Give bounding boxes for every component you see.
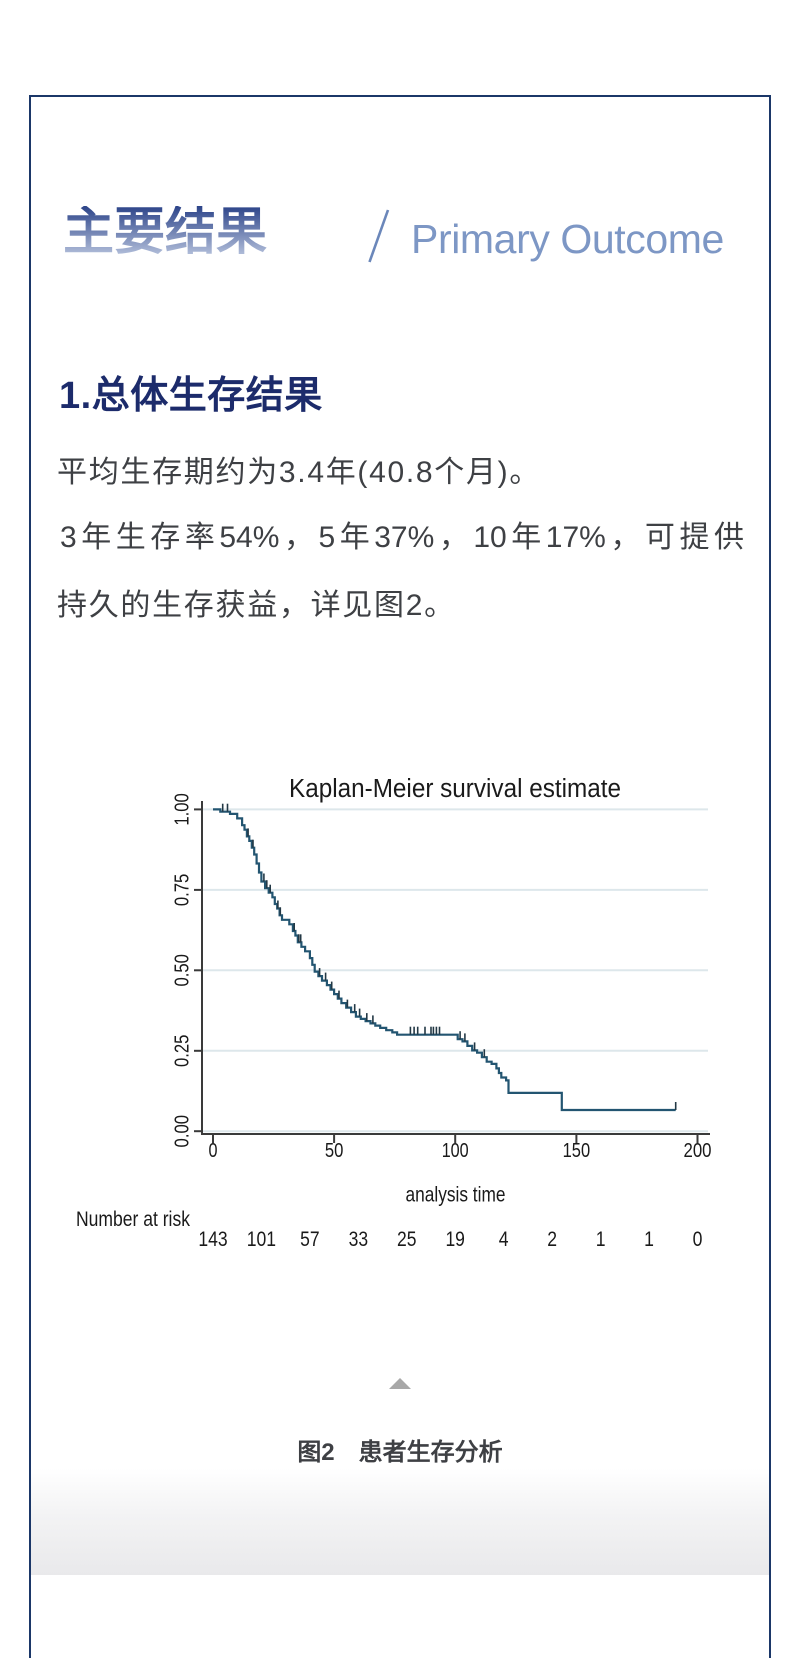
svg-text:150: 150 <box>563 1139 591 1162</box>
svg-text:50: 50 <box>325 1139 344 1162</box>
svg-text:0: 0 <box>209 1139 218 1162</box>
svg-text:0.00: 0.00 <box>172 1115 194 1148</box>
svg-text:2: 2 <box>547 1227 557 1251</box>
svg-text:143: 143 <box>198 1227 227 1251</box>
svg-text:1.00: 1.00 <box>172 793 194 826</box>
svg-text:101: 101 <box>247 1227 276 1251</box>
svg-text:analysis time: analysis time <box>406 1184 506 1207</box>
svg-text:Number at risk: Number at risk <box>76 1207 190 1231</box>
svg-text:25: 25 <box>397 1227 417 1251</box>
svg-text:100: 100 <box>442 1139 469 1162</box>
svg-text:0.25: 0.25 <box>172 1035 194 1068</box>
svg-text:0: 0 <box>693 1227 703 1251</box>
svg-text:200: 200 <box>684 1139 712 1162</box>
svg-text:19: 19 <box>445 1227 465 1251</box>
svg-text:33: 33 <box>349 1227 369 1251</box>
svg-text:1: 1 <box>596 1227 606 1251</box>
svg-text:1: 1 <box>644 1227 654 1251</box>
svg-text:4: 4 <box>499 1227 509 1251</box>
svg-text:Kaplan-Meier survival estimate: Kaplan-Meier survival estimate <box>289 775 621 803</box>
svg-text:0.75: 0.75 <box>172 874 194 907</box>
svg-text:0.50: 0.50 <box>172 954 194 987</box>
svg-text:57: 57 <box>300 1227 320 1251</box>
